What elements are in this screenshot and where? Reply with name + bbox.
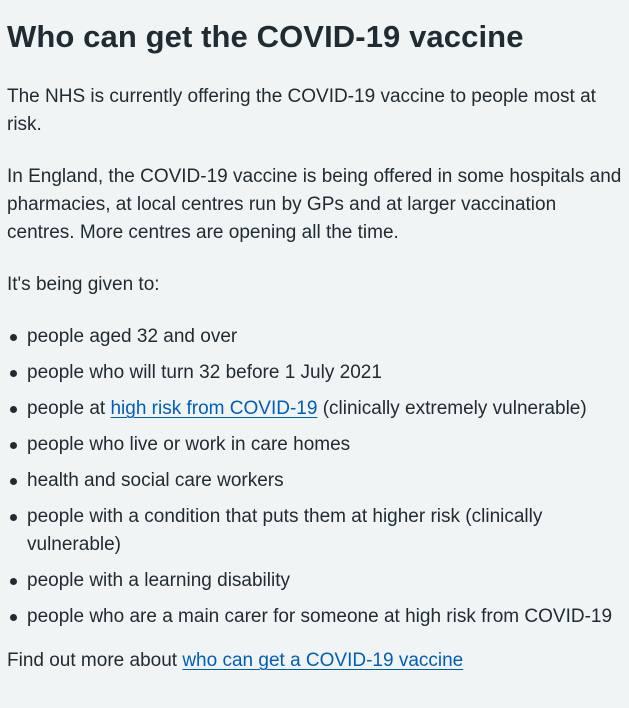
list-item-text-post: (clinically extremely vulnerable) — [317, 398, 587, 419]
find-out-more-paragraph: Find out more about who can get a COVID-… — [7, 647, 629, 675]
list-item: health and social care workers — [7, 467, 629, 495]
list-item-text-pre: people at — [27, 398, 111, 419]
list-item-text: people with a condition that puts them a… — [27, 506, 543, 555]
list-item-text: people who will turn 32 before 1 July 20… — [27, 362, 382, 383]
bullet-icon — [10, 514, 17, 521]
list-item: people who are a main carer for someone … — [7, 603, 629, 631]
list-item-text: people with a learning disability — [27, 570, 290, 591]
bullet-icon — [10, 370, 17, 377]
page-title: Who can get the COVID-19 vaccine — [7, 19, 524, 54]
list-item: people who will turn 32 before 1 July 20… — [7, 359, 629, 387]
bullet-icon — [10, 334, 17, 341]
high-risk-link[interactable]: high risk from COVID-19 — [110, 398, 318, 419]
list-item: people who live or work in care homes — [7, 431, 629, 459]
bullet-icon — [10, 442, 17, 449]
who-can-get-vaccine-link[interactable]: who can get a COVID-19 vaccine — [182, 650, 464, 671]
england-paragraph: In England, the COVID-19 vaccine is bein… — [7, 166, 622, 243]
list-item: people with a condition that puts them a… — [7, 503, 629, 559]
list-item: people aged 32 and over — [7, 323, 629, 351]
eligibility-list: people aged 32 and over people who will … — [7, 323, 629, 631]
bullet-icon — [10, 578, 17, 585]
bullet-icon — [10, 478, 17, 485]
list-item-text: people aged 32 and over — [27, 326, 238, 347]
find-out-more-text: Find out more about — [7, 650, 183, 671]
list-item: people at high risk from COVID-19 (clini… — [7, 395, 629, 423]
list-item-text: people who live or work in care homes — [27, 434, 351, 455]
list-item-text: health and social care workers — [27, 470, 284, 491]
list-item-text: people who are a main carer for someone … — [27, 606, 613, 627]
bullet-icon — [10, 406, 17, 413]
bullet-icon — [10, 614, 17, 621]
given-to-paragraph: It's being given to: — [7, 274, 160, 295]
intro-paragraph: The NHS is currently offering the COVID-… — [7, 86, 596, 135]
list-item: people with a learning disability — [7, 567, 629, 595]
